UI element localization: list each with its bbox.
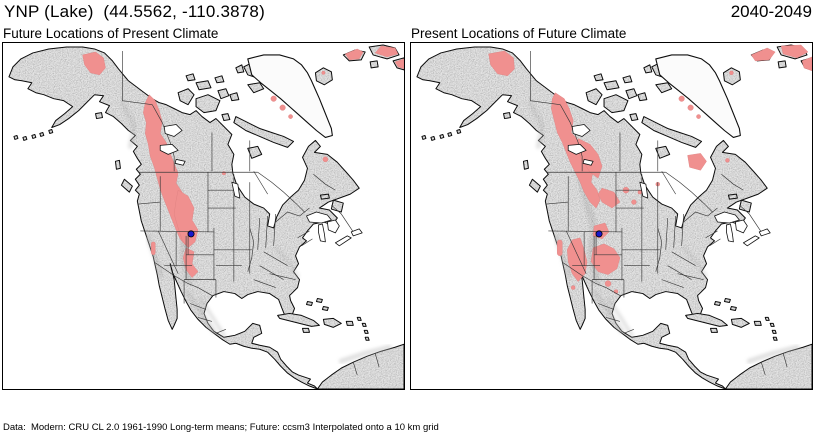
present-locations-map <box>410 42 813 390</box>
reference-location-marker <box>187 230 195 238</box>
future-locations-map <box>2 42 405 390</box>
north-america-map-left <box>8 44 404 389</box>
north-america-map-right <box>416 44 812 389</box>
left-map-title: Future Locations of Present Climate <box>3 26 219 41</box>
relief-texture <box>8 44 404 389</box>
right-map-title: Present Locations of Future Climate <box>411 26 627 41</box>
relief-texture <box>416 44 812 389</box>
page-title: YNP (Lake) (44.5562, -110.3878) <box>4 2 265 21</box>
reference-location-marker <box>595 230 603 238</box>
data-source-line: Data: Modern: CRU CL 2.0 1961-1990 Long-… <box>3 422 439 433</box>
period-label: 2040-2049 <box>730 2 812 21</box>
attribution-block: Data: Modern: CRU CL 2.0 1961-1990 Long-… <box>3 392 687 443</box>
